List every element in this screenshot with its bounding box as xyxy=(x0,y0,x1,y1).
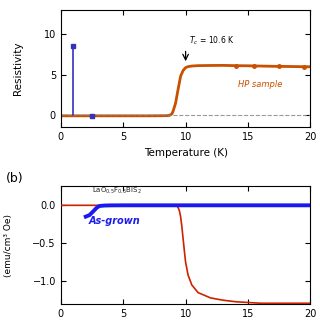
Y-axis label: (emu/cm³ Oe): (emu/cm³ Oe) xyxy=(4,214,13,276)
Text: (b): (b) xyxy=(6,172,23,185)
Text: HP sample: HP sample xyxy=(238,80,282,89)
Text: LaO$_{0.5}$F$_{0.5}$BiS$_2$: LaO$_{0.5}$F$_{0.5}$BiS$_2$ xyxy=(92,185,142,196)
Text: As-grown: As-grown xyxy=(88,216,140,226)
Text: $T_c$ = 10.6 K: $T_c$ = 10.6 K xyxy=(189,35,235,47)
Y-axis label: Resistivity: Resistivity xyxy=(13,42,23,95)
X-axis label: Temperature (K): Temperature (K) xyxy=(144,148,228,158)
